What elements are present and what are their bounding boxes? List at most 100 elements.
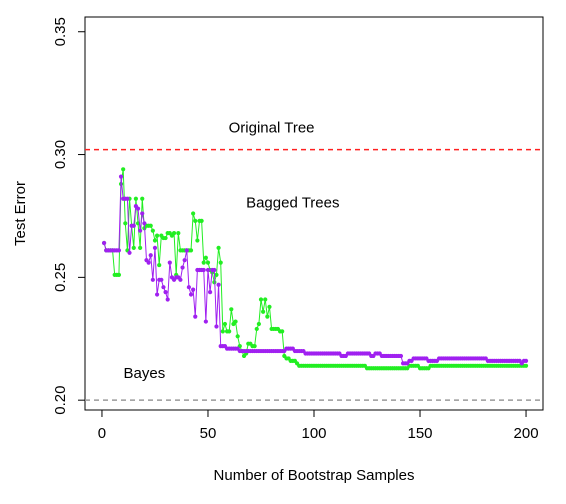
x-tick-label: 50 bbox=[200, 425, 217, 442]
x-axis-label: Number of Bootstrap Samples bbox=[214, 467, 415, 484]
data-point bbox=[263, 297, 268, 302]
data-point bbox=[148, 253, 153, 258]
data-point bbox=[186, 285, 191, 290]
data-point bbox=[205, 267, 211, 273]
data-point bbox=[205, 260, 211, 265]
data-point bbox=[142, 221, 147, 226]
data-point bbox=[193, 314, 198, 319]
data-point bbox=[398, 353, 404, 359]
annotation-original-tree: Original Tree bbox=[229, 119, 315, 136]
data-point bbox=[191, 287, 196, 292]
x-tick-label: 200 bbox=[514, 425, 539, 442]
data-point bbox=[280, 329, 285, 334]
data-point bbox=[138, 245, 143, 250]
data-point bbox=[133, 196, 138, 201]
data-point bbox=[152, 238, 158, 243]
data-point bbox=[161, 285, 166, 290]
data-point bbox=[150, 228, 155, 233]
data-point bbox=[267, 304, 272, 309]
data-point bbox=[216, 282, 221, 287]
data-point bbox=[152, 245, 158, 250]
data-point bbox=[163, 290, 168, 295]
data-point bbox=[195, 238, 200, 243]
data-point bbox=[176, 231, 181, 236]
data-point bbox=[212, 267, 217, 273]
data-point bbox=[199, 218, 204, 223]
data-point bbox=[157, 262, 162, 268]
y-tick-label: 0.25 bbox=[52, 263, 69, 292]
data-point bbox=[163, 235, 168, 241]
data-point bbox=[116, 272, 122, 278]
data-point bbox=[222, 321, 228, 327]
data-point bbox=[220, 329, 225, 334]
data-point bbox=[138, 228, 143, 233]
data-point bbox=[235, 334, 240, 339]
data-point bbox=[233, 319, 238, 324]
data-point bbox=[252, 344, 257, 349]
data-point bbox=[229, 307, 234, 312]
data-point bbox=[180, 265, 185, 270]
data-point bbox=[523, 363, 529, 368]
data-point bbox=[182, 258, 187, 263]
data-point bbox=[154, 292, 160, 297]
data-point bbox=[227, 329, 232, 334]
data-point bbox=[265, 314, 270, 319]
data-point bbox=[201, 267, 206, 273]
data-point bbox=[214, 324, 219, 329]
data-point bbox=[261, 309, 266, 314]
data-point bbox=[193, 218, 198, 223]
data-point bbox=[154, 233, 160, 238]
y-tick-label: 0.20 bbox=[52, 386, 69, 415]
data-point bbox=[184, 248, 189, 253]
data-point bbox=[101, 240, 107, 246]
data-point bbox=[188, 248, 194, 253]
data-point bbox=[116, 248, 122, 253]
data-point bbox=[218, 260, 223, 265]
data-point bbox=[131, 245, 136, 250]
x-tick-label: 0 bbox=[98, 425, 106, 442]
reference-lines bbox=[85, 148, 543, 401]
data-point bbox=[125, 196, 130, 201]
data-point bbox=[150, 277, 155, 282]
data-point bbox=[188, 292, 194, 297]
data-point bbox=[178, 277, 183, 282]
x-tick-label: 100 bbox=[301, 425, 326, 442]
x-axis: 0 50 100 150 200 bbox=[98, 410, 539, 442]
x-tick-label: 150 bbox=[408, 425, 433, 442]
data-point bbox=[148, 223, 153, 228]
data-point bbox=[167, 260, 172, 265]
data-point bbox=[123, 221, 128, 226]
y-axis: 0.20 0.25 0.30 0.35 bbox=[52, 17, 85, 415]
data-point bbox=[216, 245, 221, 250]
data-point bbox=[135, 206, 141, 211]
y-tick-label: 0.35 bbox=[52, 17, 69, 46]
y-tick-label: 0.30 bbox=[52, 140, 69, 169]
data-point bbox=[256, 321, 261, 327]
annotation-bayes: Bayes bbox=[124, 365, 166, 382]
data-point bbox=[140, 196, 145, 201]
data-point bbox=[140, 211, 145, 216]
data-point bbox=[146, 260, 151, 265]
annotation-bagged-trees: Bagged Trees bbox=[246, 194, 339, 211]
series-1 bbox=[101, 174, 529, 366]
data-point bbox=[121, 167, 126, 172]
data-point bbox=[201, 260, 206, 265]
data-point bbox=[127, 250, 132, 255]
data-point bbox=[523, 358, 529, 363]
data-point bbox=[203, 319, 208, 324]
data-point bbox=[118, 174, 124, 179]
data-point bbox=[165, 297, 170, 302]
data-point bbox=[171, 231, 177, 236]
data-point bbox=[214, 272, 219, 278]
data-point bbox=[159, 277, 164, 282]
data-point bbox=[258, 297, 264, 302]
y-axis-label: Test Error bbox=[12, 181, 29, 246]
data-point bbox=[203, 255, 208, 260]
data-point bbox=[191, 211, 196, 216]
series-layer bbox=[101, 167, 529, 371]
data-point bbox=[254, 326, 259, 332]
data-point bbox=[131, 223, 136, 228]
data-point bbox=[208, 290, 213, 295]
